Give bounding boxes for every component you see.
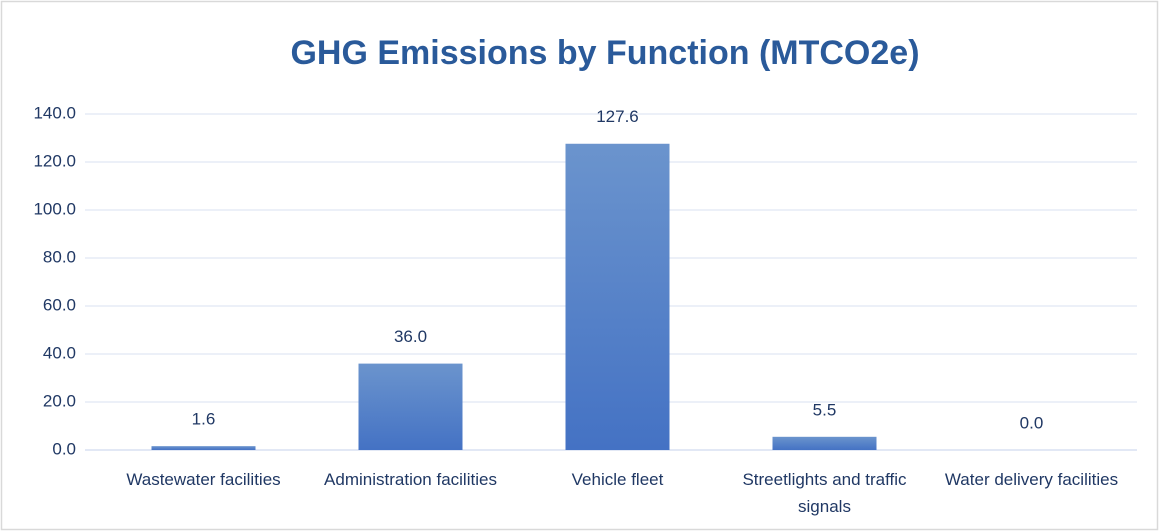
y-tick-label: 140.0: [33, 103, 76, 122]
chart-title: GHG Emissions by Function (MTCO2e): [290, 34, 919, 72]
y-tick-label: 0.0: [52, 439, 76, 458]
bar: [151, 446, 256, 450]
bar: [772, 436, 877, 450]
x-tick-label: Water delivery facilities: [944, 470, 1119, 489]
x-tick-label: Wastewater facilities: [126, 470, 281, 489]
data-label: 127.6: [596, 107, 639, 126]
y-tick-label: 40.0: [43, 343, 76, 362]
x-tick-label: Vehicle fleet: [571, 470, 664, 489]
data-label: 0.0: [1020, 413, 1044, 432]
x-tick-label: Streetlights and traffic signals: [742, 470, 907, 516]
x-tick-label: Administration facilities: [324, 470, 497, 489]
data-label: 5.5: [813, 400, 837, 419]
bar: [358, 363, 463, 450]
bar: [565, 143, 670, 450]
y-tick-label: 20.0: [43, 391, 76, 410]
data-label: 1.6: [192, 410, 216, 429]
y-tick-label: 80.0: [43, 247, 76, 266]
y-tick-label: 120.0: [33, 151, 76, 170]
y-tick-label: 60.0: [43, 295, 76, 314]
data-label: 36.0: [394, 327, 427, 346]
y-tick-label: 100.0: [33, 199, 76, 218]
